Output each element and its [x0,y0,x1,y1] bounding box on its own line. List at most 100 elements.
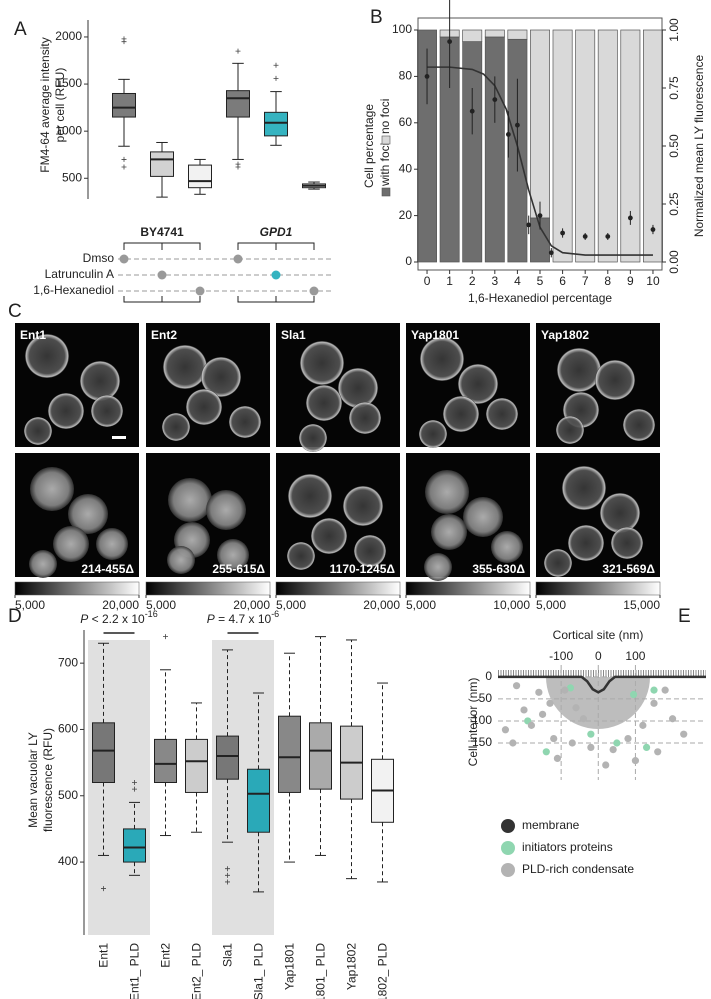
outlier [225,866,230,872]
box [278,715,301,793]
outlier [121,156,127,162]
particle [680,730,688,738]
x-tick-label: Ent2_ PLD [190,943,204,999]
cell [25,334,69,378]
particle [613,739,621,747]
legend-swatch [381,187,391,197]
outlier [121,164,127,170]
x-tick-label: 100 [625,649,645,663]
outlier [235,48,241,54]
group-label: GPD1 [260,225,293,239]
y2-axis-label: Normalized mean LY fluorescence [692,55,706,238]
colorbar-tick-label: 5,000 [406,598,436,612]
x-tick-label: -100 [549,649,573,663]
particle [650,686,658,694]
cell [30,467,74,511]
x-tick-label: Yap1802_ PLD [376,943,390,999]
y-axis-label: FM4-64 average intensity [38,37,52,172]
outlier [273,75,279,81]
point [605,234,611,239]
colorbar [275,581,401,596]
point [505,132,511,137]
legend-swatch [501,863,515,877]
point [548,250,554,256]
annotation-p: P [80,612,88,626]
x-tick-label: Ent2 [159,943,173,968]
mutant-label: 214-455Δ [81,562,134,576]
bracket [123,242,201,250]
cell [425,470,469,514]
membrane-line [498,675,706,694]
box [226,90,250,118]
x-tick-label: 1 [446,274,453,288]
mutant-label: 355-630Δ [472,562,525,576]
x-tick-label: Ent1 [97,943,111,968]
x-tick-label: 10 [646,274,660,288]
panel-letter: D [8,606,22,627]
protein-label: Sla1 [281,328,306,342]
particle [631,757,640,765]
box [92,722,115,784]
particle [572,704,580,712]
protein-label: Yap1802 [541,328,589,342]
x-axis-label: Cortical site (nm) [553,628,644,642]
y-tick-label: 100 [392,22,412,36]
y-tick-label: 150 [472,735,492,749]
box [150,151,174,177]
x-tick-label: 5 [537,274,544,288]
x-tick-label: Sla1 [221,943,235,967]
x-tick-label: 4 [514,274,521,288]
cell [458,364,498,404]
scale-bar [112,436,126,439]
legend-label: membrane [522,818,580,832]
annotation-text: = 4.7 x 10 [215,612,272,626]
particle [520,706,528,714]
cell [544,549,572,577]
cell [443,396,479,432]
micrograph [276,323,400,447]
y-tick-label: 60 [399,115,413,129]
cell [168,478,212,522]
panel-letter: B [370,7,383,28]
cell [424,553,452,581]
cell [167,546,195,574]
colorbar-tick-label: 20,000 [363,598,400,612]
cell [96,528,128,560]
colorbar-tick-label: 5,000 [536,598,566,612]
particle [654,748,662,756]
y-axis-label: Cell percentage [362,104,376,188]
cell [206,490,246,530]
cell [306,385,342,421]
particle [661,686,669,694]
box [112,92,136,118]
colorbar-tick-label: 5,000 [15,598,45,612]
cell [91,395,123,427]
condition-dot [233,254,243,264]
bar [417,29,437,263]
protein-label: Ent2 [151,328,177,342]
panel-letter: E [678,606,691,627]
cell [431,514,467,550]
x-tick-label: 9 [627,274,634,288]
box [247,768,270,833]
shade [88,640,150,935]
particle [639,721,647,729]
y-tick-label: 400 [58,854,78,868]
y2-tick-label: 1.00 [667,18,681,42]
cell [287,542,315,570]
box [123,828,146,863]
x-axis-label: 1,6-Hexanediol percentage [468,291,612,305]
colorbar-tick-label: 15,000 [623,598,660,612]
cell [162,413,190,441]
legend-label: with foci [378,143,392,187]
particle [550,734,558,743]
panel-letter: C [8,301,22,322]
outlier [235,164,241,170]
particle [602,761,610,769]
x-tick-label: Sla1_ PLD [252,943,266,999]
particle [629,690,638,699]
cell [229,406,261,438]
point [424,74,430,79]
cell [53,526,89,562]
